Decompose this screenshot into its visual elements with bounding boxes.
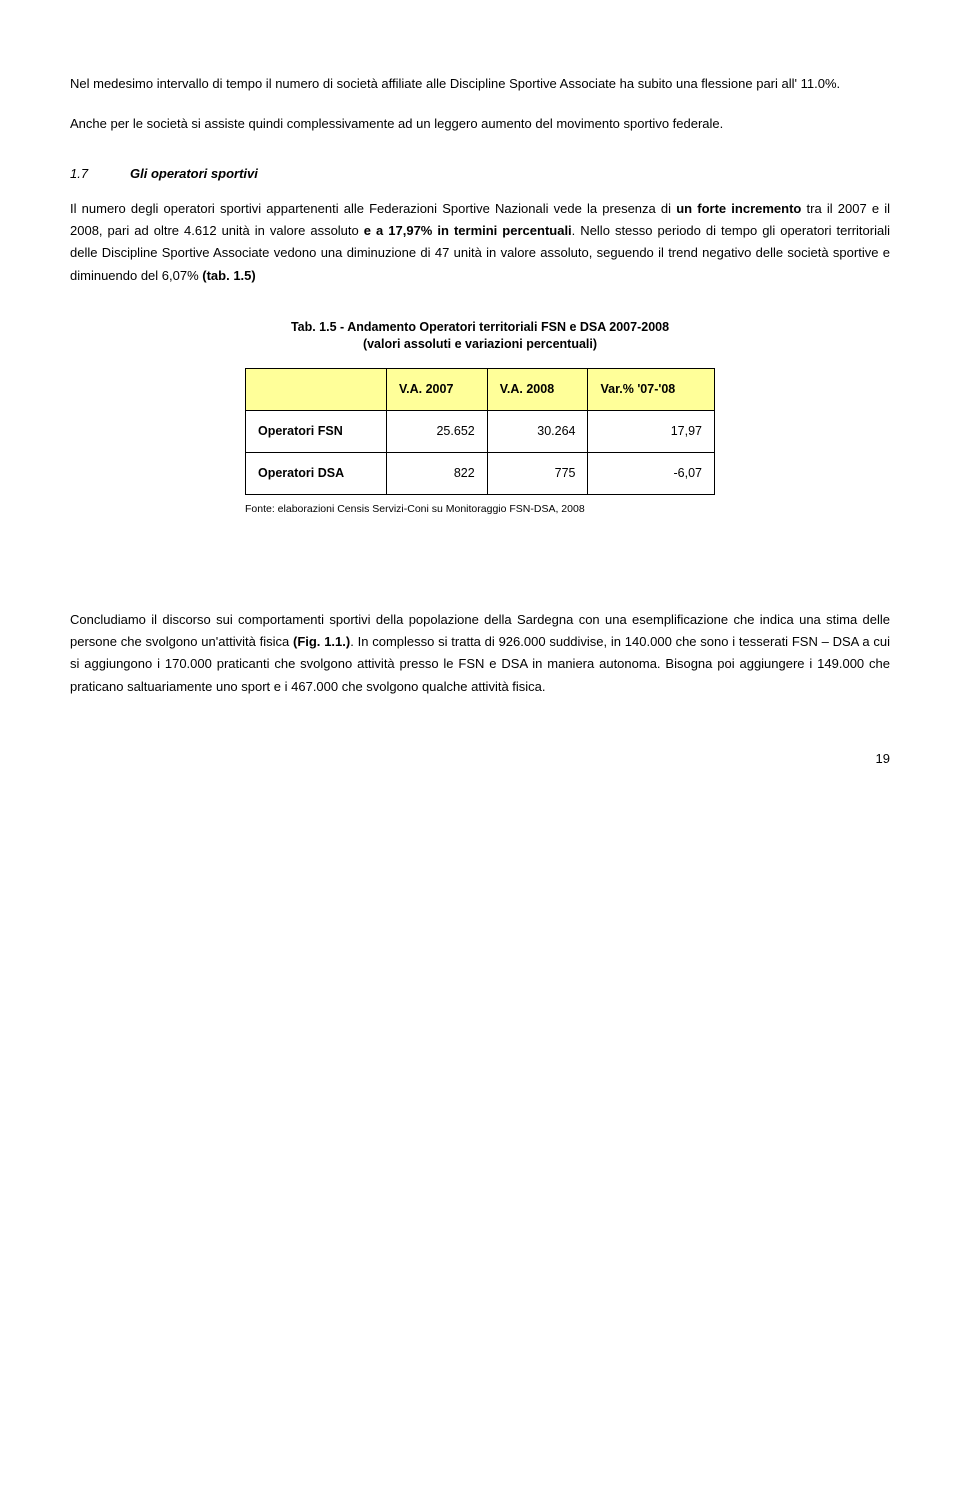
cell: 30.264: [487, 410, 588, 452]
table-row: Operatori FSN 25.652 30.264 17,97: [246, 410, 715, 452]
text: Il numero degli operatori sportivi appar…: [70, 201, 676, 216]
paragraph-conclusion: Concludiamo il discorso sui comportament…: [70, 609, 890, 697]
table-header-va2007: V.A. 2007: [386, 368, 487, 410]
table-title-line1: Tab. 1.5 - Andamento Operatori territori…: [291, 320, 669, 334]
text-bold: (Fig. 1.1.): [293, 634, 350, 649]
table-row: Operatori DSA 822 775 -6,07: [246, 453, 715, 495]
table-header-var: Var.% '07-'08: [588, 368, 715, 410]
text: Anche per le società si assiste quindi c…: [70, 116, 723, 131]
table-header-va2008: V.A. 2008: [487, 368, 588, 410]
operators-table: V.A. 2007 V.A. 2008 Var.% '07-'08 Operat…: [245, 368, 715, 496]
table-source: Fonte: elaborazioni Censis Servizi-Coni …: [245, 501, 715, 519]
text-bold: (tab. 1.5): [202, 268, 255, 283]
text-bold: un forte incremento: [676, 201, 801, 216]
table-header-row: V.A. 2007 V.A. 2008 Var.% '07-'08: [246, 368, 715, 410]
row-label: Operatori FSN: [246, 410, 387, 452]
section-number: 1.7: [70, 163, 130, 185]
section-heading: 1.7Gli operatori sportivi: [70, 163, 890, 185]
cell: 25.652: [386, 410, 487, 452]
row-label: Operatori DSA: [246, 453, 387, 495]
table-title-line2: (valori assoluti e variazioni percentual…: [363, 337, 597, 351]
cell: -6,07: [588, 453, 715, 495]
page-number: 19: [70, 748, 890, 770]
section-title: Gli operatori sportivi: [130, 166, 258, 181]
paragraph-intro-2: Anche per le società si assiste quindi c…: [70, 113, 890, 135]
paragraph-intro-1: Nel medesimo intervallo di tempo il nume…: [70, 73, 890, 95]
table-title: Tab. 1.5 - Andamento Operatori territori…: [70, 319, 890, 354]
cell: 775: [487, 453, 588, 495]
text: Nel medesimo intervallo di tempo il nume…: [70, 76, 840, 91]
table-wrapper: V.A. 2007 V.A. 2008 Var.% '07-'08 Operat…: [245, 368, 715, 496]
table-header-blank: [246, 368, 387, 410]
text-bold: e a 17,97% in termini percentuali: [364, 223, 572, 238]
cell: 17,97: [588, 410, 715, 452]
cell: 822: [386, 453, 487, 495]
paragraph-body: Il numero degli operatori sportivi appar…: [70, 198, 890, 286]
